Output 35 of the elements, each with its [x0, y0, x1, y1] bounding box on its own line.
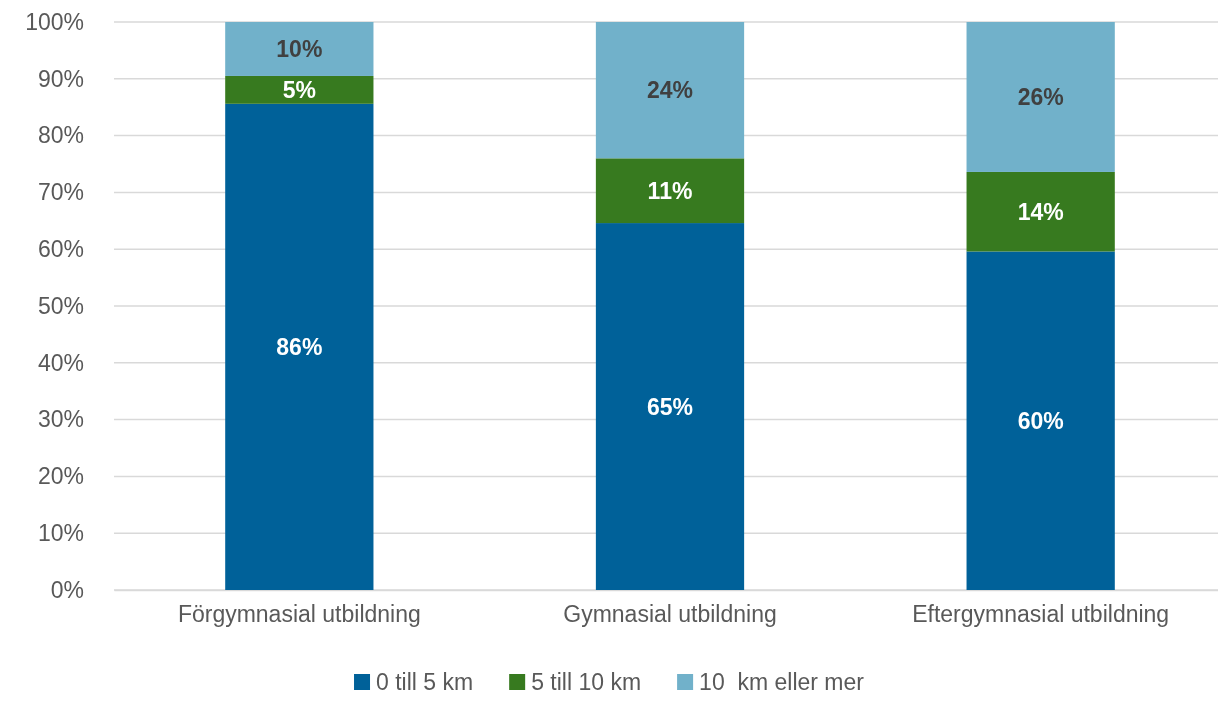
y-tick-label: 50% [37, 292, 84, 319]
y-tick-label: 90% [37, 65, 84, 92]
x-tick-label: Eftergymnasial utbildning [912, 601, 1170, 628]
legend-label: 0 till 5 km [376, 669, 474, 695]
bar [595, 158, 745, 224]
bar [966, 22, 1115, 172]
data-label: 10% [276, 35, 323, 62]
bar [966, 251, 1115, 590]
bar [595, 22, 745, 159]
bar [966, 171, 1115, 252]
data-label: 60% [1017, 407, 1064, 434]
bar [595, 223, 745, 590]
data-label: 26% [1017, 83, 1064, 110]
bar [225, 22, 374, 76]
data-label: 86% [276, 333, 323, 360]
x-tick-label: Förgymnasial utbildning [177, 601, 421, 628]
bar [225, 75, 374, 104]
y-tick-label: 70% [37, 179, 84, 206]
y-tick-label: 100% [25, 8, 84, 35]
data-label: 11% [647, 177, 693, 204]
data-label: 65% [646, 393, 694, 420]
legend-label: 10 km eller mer [699, 669, 865, 695]
y-tick-label: 80% [37, 122, 84, 149]
data-label: 24% [646, 77, 694, 104]
y-tick-label: 40% [37, 349, 84, 376]
data-label: 14% [1017, 198, 1064, 225]
y-tick-label: 60% [37, 236, 84, 263]
legend-label: 5 till 10 km [531, 669, 642, 695]
y-tick-label: 10% [37, 520, 84, 547]
y-tick-label: 20% [37, 463, 84, 490]
x-tick-label: Gymnasial utbildning [563, 601, 777, 628]
y-tick-label: 0% [50, 576, 84, 603]
y-tick-label: 30% [37, 406, 84, 433]
bar [225, 103, 374, 590]
data-label: 5% [282, 76, 316, 103]
